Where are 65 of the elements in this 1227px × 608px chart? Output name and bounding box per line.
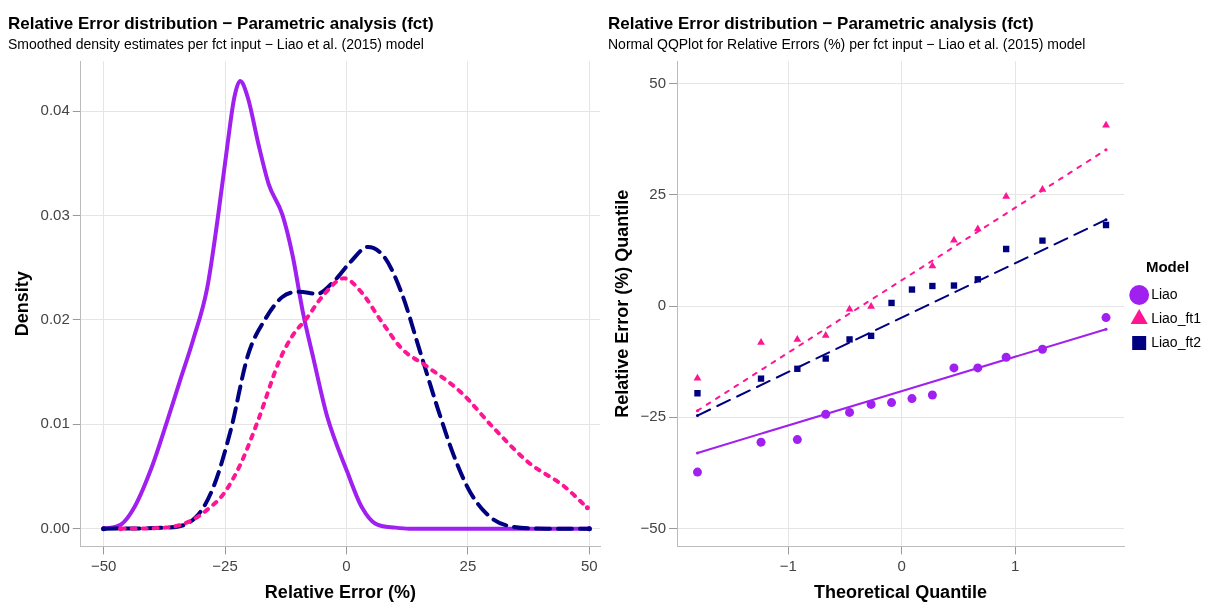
point: [845, 304, 854, 312]
y-tick-label: −50: [640, 518, 667, 536]
y-tick-label: 0.04: [40, 101, 70, 119]
point: [694, 390, 701, 397]
point: [1037, 344, 1047, 354]
y-tick-label: 25: [649, 184, 667, 202]
point: [1039, 237, 1046, 244]
point: [929, 282, 936, 290]
x-tick-label: −50: [90, 556, 117, 574]
point: [792, 435, 802, 445]
point: [821, 409, 831, 419]
legend-label: Liao_ft2: [1151, 333, 1202, 350]
point: [1001, 352, 1011, 362]
point: [1102, 120, 1110, 128]
x-axis-title: Relative Error (%): [264, 582, 416, 603]
point: [822, 355, 829, 362]
point: [907, 394, 917, 404]
chart-subtitle: Normal QQPlot for Relative Errors (%) per fct input − Liao et al. (2015) model: [608, 35, 1086, 52]
legend-label: Liao_ft1: [1151, 309, 1202, 326]
y-tick-label: 0.00: [40, 518, 70, 536]
point: [888, 299, 895, 307]
point: [928, 261, 937, 269]
point: [793, 334, 802, 342]
x-tick-label: 0: [342, 556, 351, 574]
x-tick-label: −1: [779, 556, 797, 574]
y-tick-label: 50: [649, 73, 667, 91]
x-tick-label: 0: [897, 556, 906, 574]
point: [757, 375, 765, 382]
point: [794, 365, 801, 372]
point: [1038, 184, 1047, 192]
point: [949, 363, 959, 373]
y-tick-label: −25: [640, 407, 667, 425]
point: [973, 224, 982, 232]
point: [867, 301, 875, 309]
point: [821, 330, 830, 338]
y-axis-title: Relative Error (%) Quantile: [611, 189, 632, 418]
y-axis-title: Density: [11, 271, 32, 337]
x-tick-label: 50: [580, 556, 598, 574]
y-tick-label: 0.03: [40, 205, 70, 223]
point: [846, 336, 853, 343]
chart-title: Relative Error distribution − Parametric analysis (fct): [608, 13, 1034, 33]
point: [693, 373, 702, 381]
point: [1002, 192, 1011, 199]
point: [845, 407, 855, 417]
x-tick-label: 25: [459, 556, 477, 574]
point: [973, 363, 983, 373]
legend-label: Liao: [1151, 285, 1178, 302]
point: [866, 399, 876, 409]
point: [1101, 313, 1111, 323]
point: [756, 437, 766, 447]
x-tick-label: −25: [212, 556, 238, 574]
point: [757, 338, 765, 345]
y-tick-label: 0: [657, 296, 667, 314]
x-axis-title: Theoretical Quantile: [814, 582, 988, 603]
point: [950, 282, 958, 289]
chart-subtitle: Smoothed density estimates per fct input − Liao et al. (2015) model: [8, 35, 424, 52]
y-tick-label: 0.02: [40, 310, 70, 328]
y-tick-label: 0.01: [40, 414, 70, 432]
legend-title: Model: [1145, 257, 1190, 275]
x-tick-label: 1: [1011, 556, 1020, 574]
point: [887, 398, 897, 408]
point: [908, 286, 916, 293]
point: [927, 390, 937, 400]
chart-title: Relative Error distribution − Parametric analysis (fct): [8, 13, 434, 33]
point: [692, 467, 702, 477]
